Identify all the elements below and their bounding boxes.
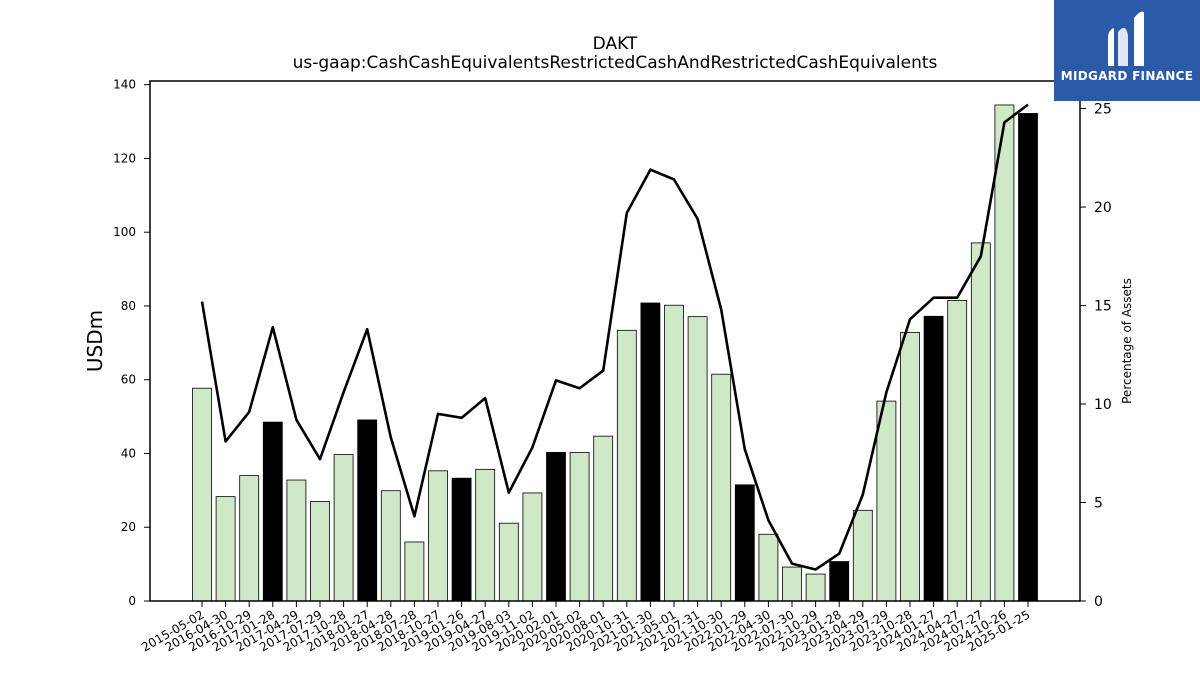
bar: [192, 387, 212, 602]
bar: [640, 302, 661, 602]
bar: [498, 522, 519, 602]
bar: [522, 492, 543, 602]
bar: [758, 533, 779, 602]
chart-title: DAKT: [593, 34, 638, 54]
y-tick-label: 0: [128, 594, 136, 608]
bar: [239, 475, 260, 602]
bar: [215, 496, 236, 602]
bar: [923, 315, 944, 602]
bar: [687, 316, 708, 602]
line-group: [200, 103, 1029, 571]
y-tick-label: 20: [121, 520, 136, 534]
bar: [286, 479, 307, 602]
left-axis: 0 20 40 60 80 100 120 140: [113, 78, 150, 608]
right-axis: 0 5 10 15 20 25: [1080, 102, 1112, 610]
bar: [262, 421, 283, 602]
bar: [380, 490, 401, 602]
bar: [357, 419, 378, 602]
y2-tick-label: 15: [1094, 299, 1112, 315]
chart-subtitle: us-gaap:CashCashEquivalentsRestrictedCas…: [293, 53, 938, 73]
y-axis-label: USDm: [83, 310, 107, 372]
y-tick-label: 40: [121, 446, 136, 460]
bar: [734, 484, 755, 602]
logo-text: MIDGARD FINANCE: [1060, 69, 1194, 83]
bar: [782, 566, 802, 602]
y2-tick-label: 0: [1094, 594, 1103, 610]
bar: [404, 541, 425, 602]
bar: [593, 435, 614, 602]
bars-group: [192, 104, 1038, 602]
bar: [664, 304, 684, 602]
bar: [616, 329, 637, 602]
bar: [310, 501, 330, 602]
y2-tick-label: 25: [1094, 102, 1112, 118]
logo-mark-icon: [1108, 11, 1144, 67]
bar: [475, 468, 496, 602]
bar: [852, 509, 873, 602]
bar: [546, 451, 566, 602]
bar: [805, 573, 826, 602]
midgard-finance-logo: MIDGARD FINANCE: [1054, 0, 1200, 101]
bar: [900, 332, 920, 602]
y-tick-label: 60: [121, 373, 136, 387]
y-tick-label: 100: [113, 225, 136, 239]
bar: [876, 400, 897, 602]
bar: [451, 477, 472, 602]
y2-tick-label: 5: [1094, 496, 1103, 512]
bar: [970, 242, 991, 602]
bar: [333, 454, 354, 602]
bar: [1018, 113, 1038, 602]
percentage-line: [200, 103, 1029, 571]
bar: [569, 451, 590, 602]
bar: [947, 300, 968, 602]
bar: [711, 373, 732, 602]
bar: [428, 470, 448, 602]
y2-tick-label: 10: [1094, 397, 1112, 413]
y-tick-label: 120: [113, 151, 136, 165]
bar: [829, 561, 850, 602]
x-axis: 2015-05-022016-04-302016-10-292017-01-28…: [139, 601, 1033, 654]
bar: [994, 104, 1015, 602]
y-tick-label: 80: [121, 299, 136, 313]
y2-tick-label: 20: [1094, 200, 1112, 216]
y2-axis-label: Percentage of Assets: [1120, 278, 1134, 404]
y-tick-label: 140: [113, 78, 136, 92]
plot-frame: [149, 80, 1081, 602]
